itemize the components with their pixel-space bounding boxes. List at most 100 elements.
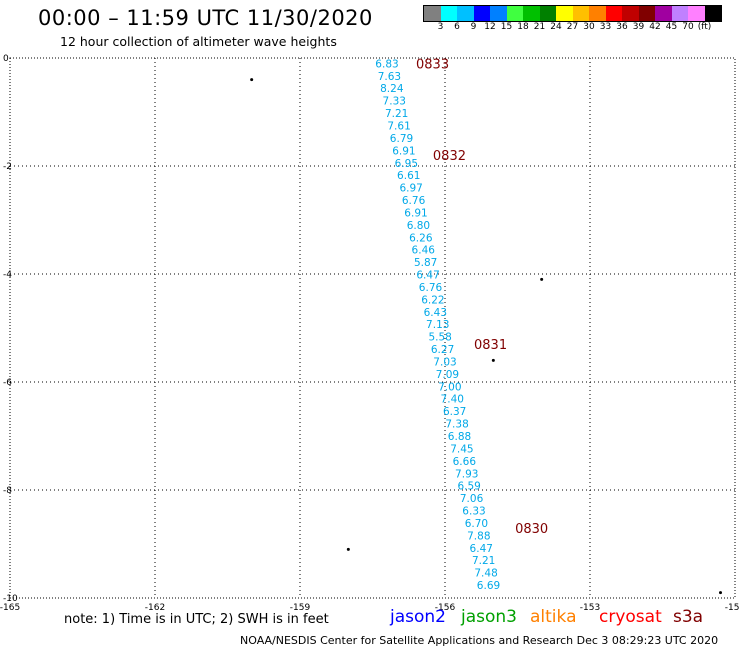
wave-height-label: 6.88 bbox=[448, 431, 471, 443]
color-swatch bbox=[473, 6, 490, 21]
color-swatch bbox=[688, 6, 705, 21]
wave-height-label: 7.45 bbox=[450, 443, 473, 455]
footer-note: note: 1) Time is in UTC; 2) SWH is in fe… bbox=[64, 612, 329, 627]
wave-height-label: 7.06 bbox=[460, 493, 484, 505]
wave-height-label: 6.61 bbox=[397, 170, 420, 182]
y-tick-label: -4 bbox=[3, 270, 12, 280]
color-scale-label: 24 bbox=[550, 22, 562, 32]
color-scale-label: 6 bbox=[454, 22, 460, 32]
color-swatch bbox=[506, 6, 523, 21]
wave-height-label: 7.03 bbox=[433, 356, 456, 368]
color-scale-label: 12 bbox=[484, 22, 496, 32]
color-scale-label: 45 bbox=[665, 22, 678, 32]
color-scale-bar bbox=[423, 5, 722, 22]
color-swatch bbox=[704, 6, 721, 21]
wave-height-label: 6.46 bbox=[412, 245, 436, 257]
wave-height-label: 6.33 bbox=[462, 506, 485, 518]
color-scale-labels: 3 6 9 12 15 18 21 24 27 30 33 36 39 42 45 70 (ft) bbox=[423, 22, 733, 34]
legend-jason2: jason2 bbox=[390, 607, 446, 627]
color-swatch bbox=[622, 6, 639, 21]
island-marker bbox=[540, 277, 544, 281]
wave-height-label: 7.63 bbox=[378, 71, 401, 83]
wave-height-label: 5.87 bbox=[414, 257, 437, 269]
color-scale-label: 42 bbox=[649, 22, 661, 32]
color-swatch bbox=[457, 6, 474, 21]
color-swatch bbox=[572, 6, 589, 21]
legend-jason3: jason3 bbox=[461, 607, 517, 627]
wave-height-label: 6.76 bbox=[419, 282, 443, 294]
footer-credit: NOAA/NESDIS Center for Satellite Applica… bbox=[240, 634, 719, 647]
pass-time-label: 0830 bbox=[515, 522, 548, 537]
page-title: 00:00 – 11:59 UTC 11/30/2020 bbox=[38, 6, 373, 30]
wave-height-label: 7.33 bbox=[383, 96, 406, 108]
wave-height-label: 6.95 bbox=[395, 158, 418, 170]
wave-height-label: 7.61 bbox=[387, 121, 410, 133]
island-marker bbox=[346, 547, 350, 551]
wave-height-label: 7.13 bbox=[426, 319, 449, 331]
wave-height-label: 7.00 bbox=[438, 381, 461, 393]
wave-height-label: 6.83 bbox=[375, 58, 398, 70]
wave-height-label: 6.59 bbox=[457, 481, 480, 493]
color-swatch bbox=[556, 6, 573, 21]
color-swatch bbox=[440, 6, 457, 21]
y-tick-label: -10 bbox=[3, 594, 18, 604]
y-tick-label: 0 bbox=[3, 54, 9, 64]
color-scale-label: 9 bbox=[470, 22, 477, 32]
wave-height-label: 7.93 bbox=[455, 468, 478, 480]
x-tick-label: -150 bbox=[725, 603, 740, 613]
map-frame bbox=[9, 57, 736, 599]
wave-height-label: 6.43 bbox=[424, 307, 447, 319]
x-tick-label: -156 bbox=[435, 603, 456, 613]
wave-height-label: 6.66 bbox=[453, 456, 477, 468]
color-swatch bbox=[523, 6, 540, 21]
color-swatch bbox=[589, 6, 606, 21]
y-tick-label: -8 bbox=[3, 486, 12, 496]
color-scale-label: 36 bbox=[616, 22, 628, 32]
wave-height-label: 6.70 bbox=[465, 518, 488, 530]
color-scale-label: 33 bbox=[599, 22, 612, 32]
wave-height-label: 6.69 bbox=[477, 580, 500, 592]
page-subtitle: 12 hour collection of altimeter wave hei… bbox=[60, 34, 337, 49]
color-scale-label: 70 bbox=[682, 22, 694, 32]
wave-height-label: 6.26 bbox=[409, 232, 433, 244]
color-scale-label: 3 bbox=[437, 22, 444, 32]
color-swatch bbox=[671, 6, 688, 21]
wave-height-label: 6.27 bbox=[431, 344, 454, 356]
color-scale-label: 18 bbox=[517, 22, 529, 32]
x-tick-label: -153 bbox=[580, 603, 600, 613]
wave-height-label: 5.58 bbox=[428, 332, 451, 344]
wave-height-label: 6.47 bbox=[416, 270, 439, 282]
wave-height-label: 7.21 bbox=[385, 108, 408, 120]
wave-height-label: 6.22 bbox=[421, 294, 444, 306]
color-scale-label: 21 bbox=[533, 22, 546, 32]
x-tick-label: -162 bbox=[145, 603, 165, 613]
wave-height-label: 6.97 bbox=[399, 183, 422, 195]
map-islands bbox=[250, 78, 722, 595]
x-tick-label: -165 bbox=[0, 603, 20, 613]
wave-height-label: 7.48 bbox=[474, 568, 497, 580]
wave-height-label: 7.09 bbox=[436, 369, 459, 381]
wave-height-label: 7.21 bbox=[472, 555, 495, 567]
wave-height-label: 7.40 bbox=[441, 394, 464, 406]
wave-height-label: 7.38 bbox=[445, 419, 468, 431]
color-scale-label: (ft) bbox=[697, 22, 712, 32]
color-swatch bbox=[605, 6, 622, 21]
legend-cryosat: cryosat bbox=[599, 607, 662, 627]
wave-height-label: 7.88 bbox=[467, 530, 490, 542]
pass-time-label: 0832 bbox=[433, 149, 466, 164]
wave-height-label: 6.91 bbox=[392, 145, 415, 157]
color-scale-label: 39 bbox=[632, 22, 645, 32]
x-tick-label: -159 bbox=[290, 603, 311, 613]
color-scale-label: 15 bbox=[500, 22, 513, 32]
map-grid bbox=[10, 58, 735, 598]
island-marker bbox=[719, 591, 722, 595]
island-marker bbox=[491, 358, 495, 362]
wave-height-label: 8.24 bbox=[380, 83, 404, 95]
legend-altika: altika bbox=[530, 607, 577, 627]
legend-s3a: s3a bbox=[673, 607, 704, 627]
color-scale-label: 27 bbox=[566, 22, 579, 32]
wave-height-label: 6.91 bbox=[404, 207, 427, 219]
map-tick-labels: -165 -162 -159 -156 -153 -150 0 -2 -4 -6 -8 -10 bbox=[0, 54, 740, 613]
color-scale-label: 30 bbox=[583, 22, 595, 32]
